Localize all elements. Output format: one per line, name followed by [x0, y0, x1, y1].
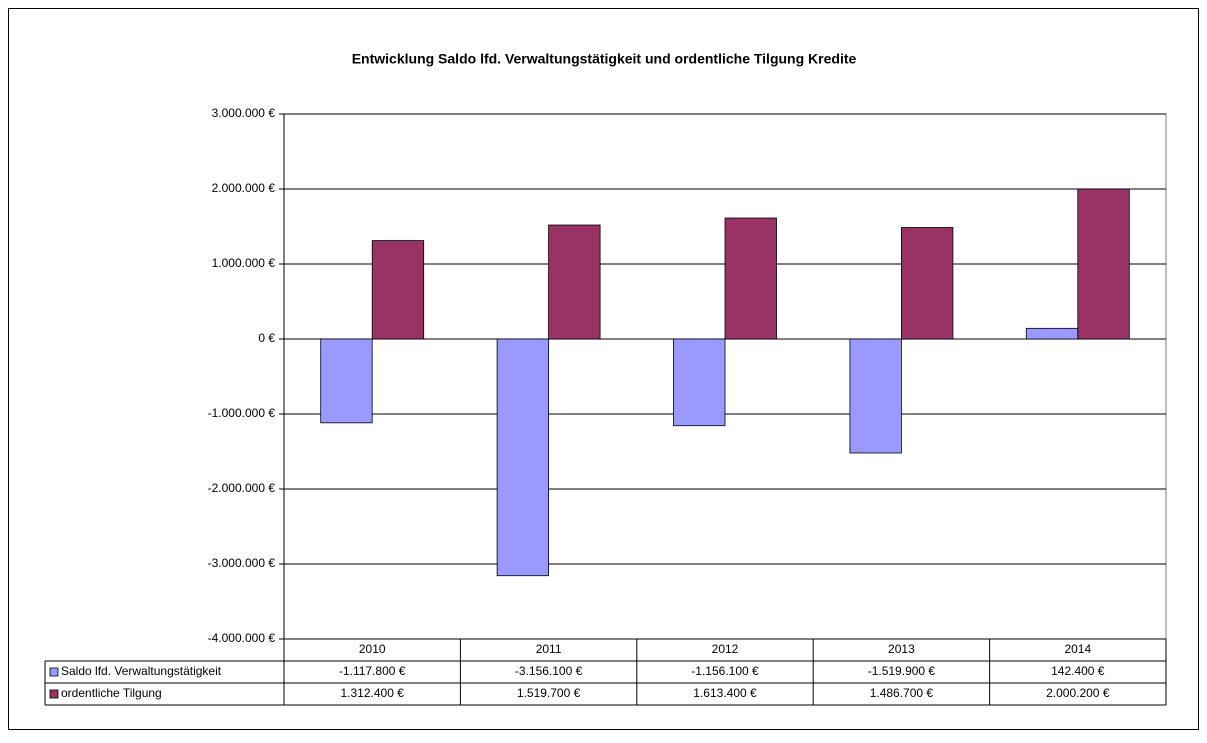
y-tick-label: 1.000.000 € [212, 256, 276, 270]
table-cell: -3.156.100 € [515, 664, 583, 678]
bar [548, 224, 601, 340]
chart-title: Entwicklung Saldo lfd. Verwaltungstätigk… [352, 51, 857, 67]
y-tick-label: 3.000.000 € [212, 106, 276, 120]
legend-label: Saldo lfd. Verwaltungstätigkeit [61, 664, 222, 678]
bar [496, 338, 550, 577]
x-tick-label: 2014 [1064, 642, 1091, 656]
bar [320, 338, 373, 424]
x-tick-label: 2013 [888, 642, 915, 656]
table-cell: 2.000.200 € [1046, 686, 1110, 700]
table-cell: -1.117.800 € [339, 664, 406, 678]
x-tick-label: 2011 [536, 642, 562, 656]
table-cell: 1.613.400 € [693, 686, 757, 700]
table-cell: -1.156.100 € [691, 664, 759, 678]
table-cell: 1.519.700 € [517, 686, 581, 700]
bar [1025, 327, 1079, 340]
y-tick-label: -4.000.000 € [208, 631, 276, 645]
x-tick-label: 2010 [359, 642, 386, 656]
bar [724, 217, 777, 340]
legend-key [49, 667, 59, 677]
y-tick-label: -1.000.000 € [208, 406, 276, 420]
table-cell: 142.400 € [1051, 664, 1105, 678]
bar [849, 338, 902, 454]
legend-key [49, 689, 59, 699]
y-tick-label: -2.000.000 € [208, 481, 276, 495]
table-cell: -1.519.900 € [868, 664, 936, 678]
y-tick-label: 2.000.000 € [212, 181, 276, 195]
bar [673, 338, 726, 427]
y-tick-label: 0 € [258, 331, 275, 345]
table-cell: 1.312.400 € [340, 686, 404, 700]
bar [371, 240, 425, 340]
x-tick-label: 2012 [712, 642, 739, 656]
bar [1077, 188, 1130, 340]
y-tick-label: -3.000.000 € [208, 556, 276, 570]
legend-label: ordentliche Tilgung [61, 686, 162, 700]
bar [901, 227, 954, 340]
table-cell: 1.486.700 € [870, 686, 934, 700]
